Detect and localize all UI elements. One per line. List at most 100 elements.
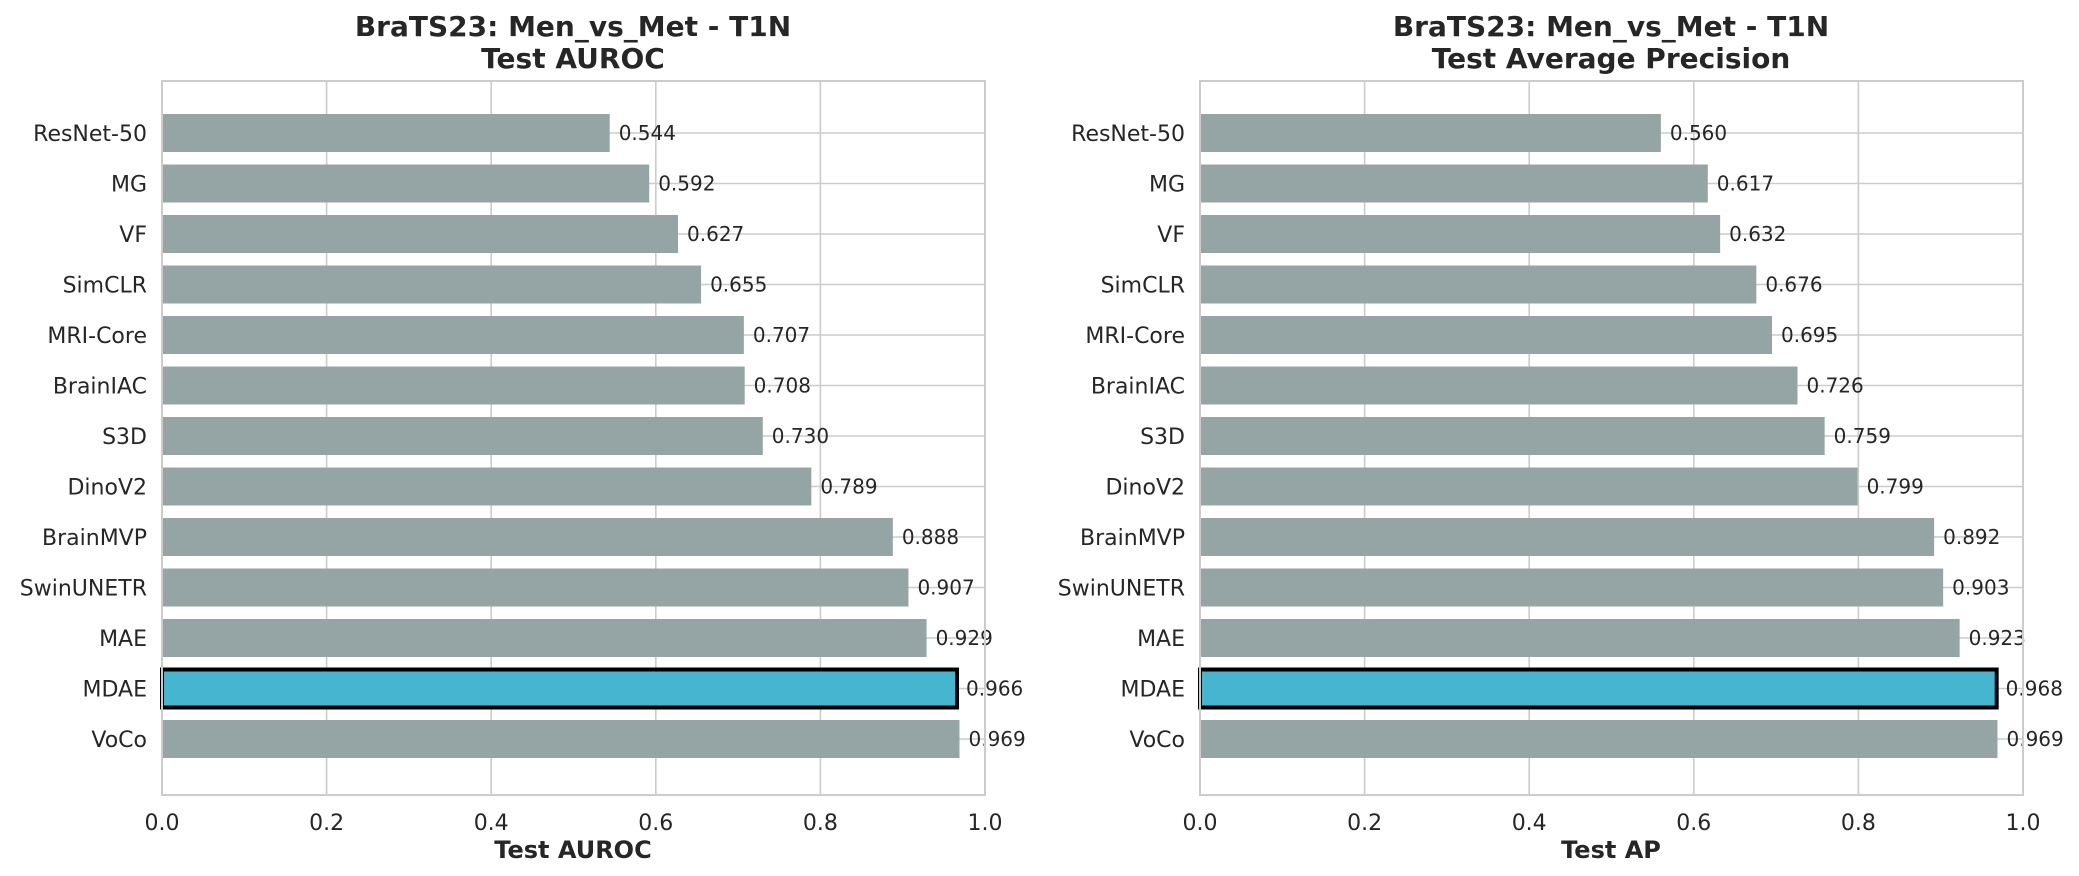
auroc-bar-resnet-50 bbox=[162, 114, 610, 152]
ap-chart-title: BraTS23: Men_vs_Met - T1N bbox=[1393, 10, 1829, 43]
ap-category-label: DinoV2 bbox=[1105, 476, 1185, 501]
auroc-x-tick-label: 0.4 bbox=[474, 811, 509, 836]
ap-category-label: MG bbox=[1149, 173, 1185, 198]
ap-bar-swinunetr bbox=[1200, 568, 1944, 607]
ap-x-tick-label: 0.8 bbox=[1841, 811, 1876, 836]
auroc-bar-brainmvp bbox=[162, 518, 893, 556]
auroc-value-label: 0.907 bbox=[917, 576, 974, 600]
ap-value-label: 0.560 bbox=[1670, 121, 1727, 145]
auroc-bar-simclr bbox=[162, 265, 702, 304]
auroc-chart-title: BraTS23: Men_vs_Met - T1N bbox=[355, 10, 791, 43]
ap-bar-s3d bbox=[1200, 417, 1825, 455]
auroc-category-label: BrainIAC bbox=[53, 375, 147, 400]
auroc-x-tick-label: 0.6 bbox=[638, 811, 673, 836]
ap-x-tick-label: 0.4 bbox=[1512, 811, 1547, 836]
auroc-value-label: 0.789 bbox=[820, 475, 877, 499]
ap-value-label: 0.726 bbox=[1806, 374, 1863, 398]
ap-value-label: 0.799 bbox=[1867, 475, 1924, 499]
ap-value-label: 0.969 bbox=[2006, 727, 2063, 751]
ap-category-label: SimCLR bbox=[1101, 274, 1185, 299]
auroc-bar-dinov2 bbox=[162, 467, 812, 506]
ap-value-label: 0.759 bbox=[1834, 424, 1891, 448]
ap-bar-voco bbox=[1200, 720, 1998, 758]
auroc-bar-mg bbox=[162, 164, 650, 203]
ap-x-tick-label: 0.6 bbox=[1676, 811, 1711, 836]
auroc-bar-voco bbox=[162, 720, 960, 758]
auroc-value-label: 0.708 bbox=[754, 374, 811, 398]
auroc-value-label: 0.707 bbox=[753, 323, 810, 347]
ap-value-label: 0.695 bbox=[1781, 323, 1838, 347]
auroc-category-label: MG bbox=[111, 173, 147, 198]
ap-value-label: 0.968 bbox=[2006, 677, 2063, 701]
ap-bar-mae bbox=[1200, 619, 1960, 657]
ap-category-label: VF bbox=[1157, 223, 1185, 248]
ap-chart-subtitle: Test Average Precision bbox=[1432, 42, 1791, 75]
auroc-value-label: 0.655 bbox=[710, 273, 767, 297]
auroc-bar-s3d bbox=[162, 417, 763, 455]
ap-value-label: 0.923 bbox=[1969, 626, 2026, 650]
ap-x-tick-label: 0.0 bbox=[1183, 811, 1218, 836]
ap-category-label: MAE bbox=[1137, 627, 1185, 652]
auroc-x-tick-label: 0.0 bbox=[145, 811, 180, 836]
ap-panel: BraTS23: Men_vs_Met - T1N Test Average P… bbox=[1058, 10, 2064, 864]
ap-bar-resnet-50 bbox=[1200, 114, 1661, 152]
ap-category-label: MDAE bbox=[1121, 678, 1186, 703]
ap-category-label: MRI-Core bbox=[1085, 324, 1185, 349]
auroc-value-label: 0.627 bbox=[687, 222, 744, 246]
auroc-value-label: 0.929 bbox=[936, 626, 993, 650]
ap-bar-simclr bbox=[1200, 265, 1757, 304]
auroc-bar-vf bbox=[162, 215, 679, 253]
auroc-bar-brainiac bbox=[162, 366, 745, 405]
ap-bar-brainiac bbox=[1200, 366, 1798, 405]
auroc-category-label: BrainMVP bbox=[42, 526, 147, 551]
ap-value-label: 0.903 bbox=[1952, 576, 2009, 600]
ap-bar-dinov2 bbox=[1200, 467, 1858, 506]
auroc-x-tick-label: 0.8 bbox=[803, 811, 838, 836]
ap-value-label: 0.617 bbox=[1717, 172, 1774, 196]
ap-category-label: BrainMVP bbox=[1080, 526, 1185, 551]
ap-bar-mdae bbox=[1198, 667, 1999, 710]
auroc-x-axis-label: Test AUROC bbox=[494, 836, 651, 864]
ap-x-tick-label: 0.2 bbox=[1347, 811, 1382, 836]
ap-category-label: BrainIAC bbox=[1091, 375, 1185, 400]
auroc-x-tick-label: 0.2 bbox=[309, 811, 344, 836]
ap-x-axis-label: Test AP bbox=[1561, 836, 1661, 864]
ap-value-label: 0.892 bbox=[1943, 525, 2000, 549]
auroc-value-label: 0.888 bbox=[902, 525, 959, 549]
auroc-category-label: MAE bbox=[99, 627, 147, 652]
auroc-bar-mae bbox=[162, 619, 927, 657]
auroc-bar-swinunetr bbox=[162, 568, 909, 607]
auroc-category-label: DinoV2 bbox=[67, 476, 147, 501]
auroc-category-label: MRI-Core bbox=[47, 324, 147, 349]
ap-bar-mri-core bbox=[1200, 316, 1772, 354]
ap-category-label: SwinUNETR bbox=[1058, 577, 1185, 602]
ap-bar-mg bbox=[1200, 164, 1708, 203]
auroc-plot-frame bbox=[161, 80, 986, 796]
ap-category-label: S3D bbox=[1140, 425, 1185, 450]
auroc-value-label: 0.969 bbox=[968, 727, 1025, 751]
auroc-bar-mri-core bbox=[162, 316, 744, 354]
ap-plot-frame bbox=[1199, 80, 2024, 796]
auroc-panel: BraTS23: Men_vs_Met - T1N Test AUROC Tes… bbox=[20, 10, 1026, 864]
auroc-value-label: 0.966 bbox=[966, 677, 1023, 701]
auroc-category-label: MDAE bbox=[83, 678, 148, 703]
auroc-chart-subtitle: Test AUROC bbox=[481, 42, 665, 75]
auroc-category-label: ResNet-50 bbox=[33, 122, 147, 147]
auroc-category-label: VoCo bbox=[91, 728, 147, 753]
ap-bar-brainmvp bbox=[1200, 518, 1935, 556]
ap-category-label: ResNet-50 bbox=[1071, 122, 1185, 147]
auroc-value-label: 0.592 bbox=[658, 172, 715, 196]
auroc-category-label: SimCLR bbox=[63, 274, 147, 299]
auroc-value-label: 0.544 bbox=[619, 121, 676, 145]
ap-x-tick-label: 1.0 bbox=[2006, 811, 2041, 836]
auroc-category-label: SwinUNETR bbox=[20, 577, 147, 602]
auroc-bar-mdae bbox=[160, 667, 960, 710]
ap-bar-vf bbox=[1200, 215, 1721, 253]
ap-category-label: VoCo bbox=[1129, 728, 1185, 753]
auroc-value-label: 0.730 bbox=[772, 424, 829, 448]
ap-value-label: 0.632 bbox=[1729, 222, 1786, 246]
auroc-category-label: VF bbox=[119, 223, 147, 248]
auroc-category-label: S3D bbox=[102, 425, 147, 450]
